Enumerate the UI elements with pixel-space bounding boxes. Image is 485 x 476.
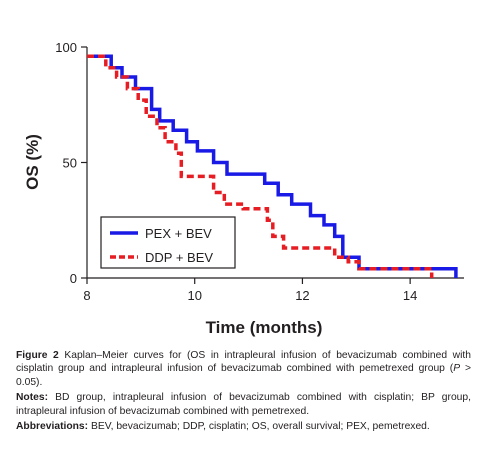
x-tick-label: 10	[187, 288, 201, 303]
series-line-pex-bev	[87, 54, 458, 278]
y-axis-label: OS (%)	[23, 134, 42, 190]
x-tick-label: 8	[83, 288, 90, 303]
notes-label: Notes:	[16, 392, 49, 404]
notes-text: BD group, intrapleural infusion of bevac…	[16, 392, 471, 417]
abbreviations-text: BEV, bevacizumab; DDP, cisplatin; OS, ov…	[88, 421, 430, 433]
legend-label-ddp-bev: DDP + BEV	[145, 250, 213, 265]
legend: PEX + BEV DDP + BEV	[100, 216, 236, 269]
caption-main: Figure 2 Kaplan–Meier curves for (OS in …	[16, 349, 471, 389]
p-symbol: P	[453, 363, 461, 375]
y-tick-label: 100	[55, 40, 77, 55]
x-tick-label: 12	[295, 288, 309, 303]
y-tick-label: 50	[63, 156, 77, 171]
x-axis-label: Time (months)	[206, 318, 323, 337]
figure-label: Figure 2	[16, 350, 59, 361]
x-tick-label: 14	[403, 288, 417, 303]
y-tick-label: 0	[70, 271, 77, 286]
km-chart: 8 10 12 14 0 50 100 OS (%) Time (months) PEX +…	[23, 40, 464, 337]
p-rest: > 0.05).	[16, 363, 471, 388]
legend-label-pex-bev: PEX + BEV	[145, 226, 212, 241]
axes-group: 8 10 12 14 0 50 100	[55, 40, 464, 303]
legend-box	[100, 216, 236, 269]
figure-text: Kaplan–Meier curves for (OS in intrapleu…	[16, 350, 471, 375]
caption-notes: Notes: BD group, intrapleural infusion o…	[16, 391, 471, 418]
series-line-ddp-bev	[87, 54, 434, 278]
figure-caption: Figure 2 Kaplan–Meier curves for (OS in …	[16, 349, 471, 435]
abbreviations-label: Abbreviations:	[16, 421, 89, 433]
caption-abbreviations: Abbreviations: BEV, bevacizumab; DDP, ci…	[16, 420, 471, 433]
curves-group	[87, 54, 458, 278]
